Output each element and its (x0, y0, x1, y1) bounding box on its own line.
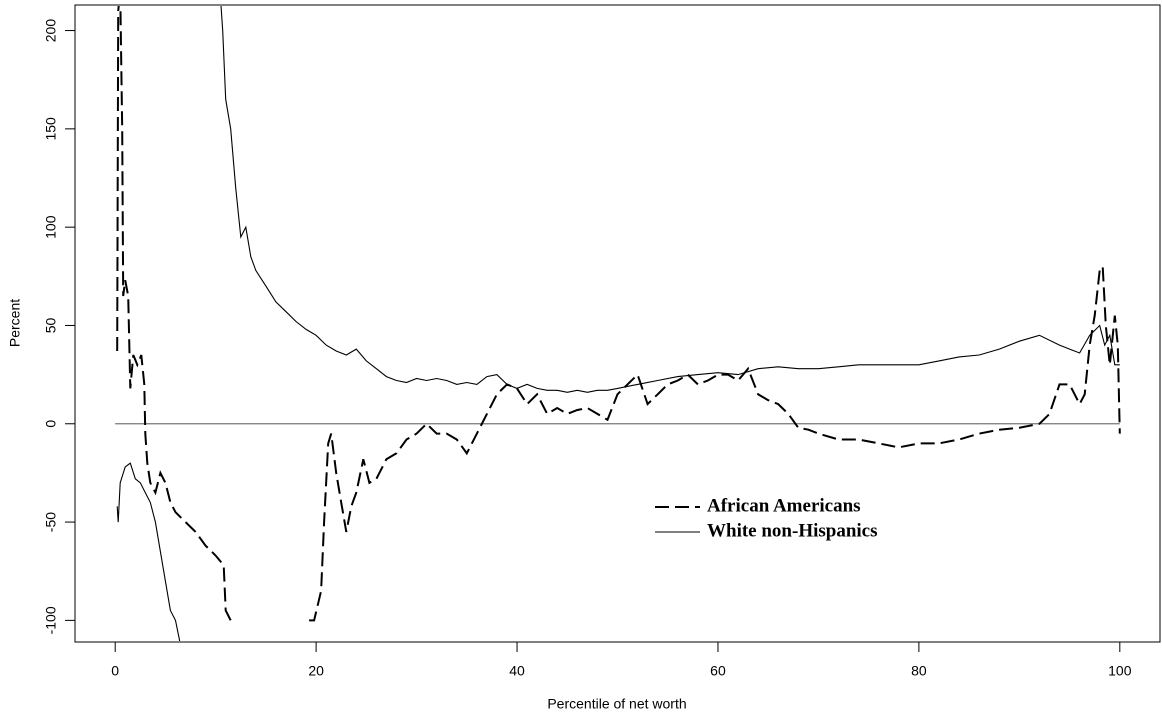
legend-label: African Americans (707, 495, 861, 516)
x-axis-title: Percentile of net worth (547, 696, 686, 712)
y-tick-label: 150 (43, 117, 59, 141)
y-axis-title: Percent (7, 299, 23, 347)
y-tick-label: 50 (43, 317, 59, 333)
x-tick-label: 20 (308, 663, 324, 679)
x-tick-label: 40 (509, 663, 525, 679)
y-tick-label: -50 (43, 512, 59, 532)
y-tick-label: 100 (43, 215, 59, 239)
x-tick-label: 0 (111, 663, 119, 679)
y-tick-label: 200 (43, 19, 59, 43)
legend-label: White non-Hispanics (707, 520, 878, 541)
x-tick-label: 100 (1108, 663, 1132, 679)
plot-area (115, 6, 1121, 641)
series-line (116, 6, 1120, 641)
x-tick-label: 60 (710, 663, 726, 679)
series-line (116, 6, 1121, 622)
y-tick-label: 0 (43, 420, 59, 428)
y-tick-label: -100 (43, 606, 59, 634)
plot-frame (74, 4, 1161, 643)
x-tick-label: 80 (911, 663, 927, 679)
